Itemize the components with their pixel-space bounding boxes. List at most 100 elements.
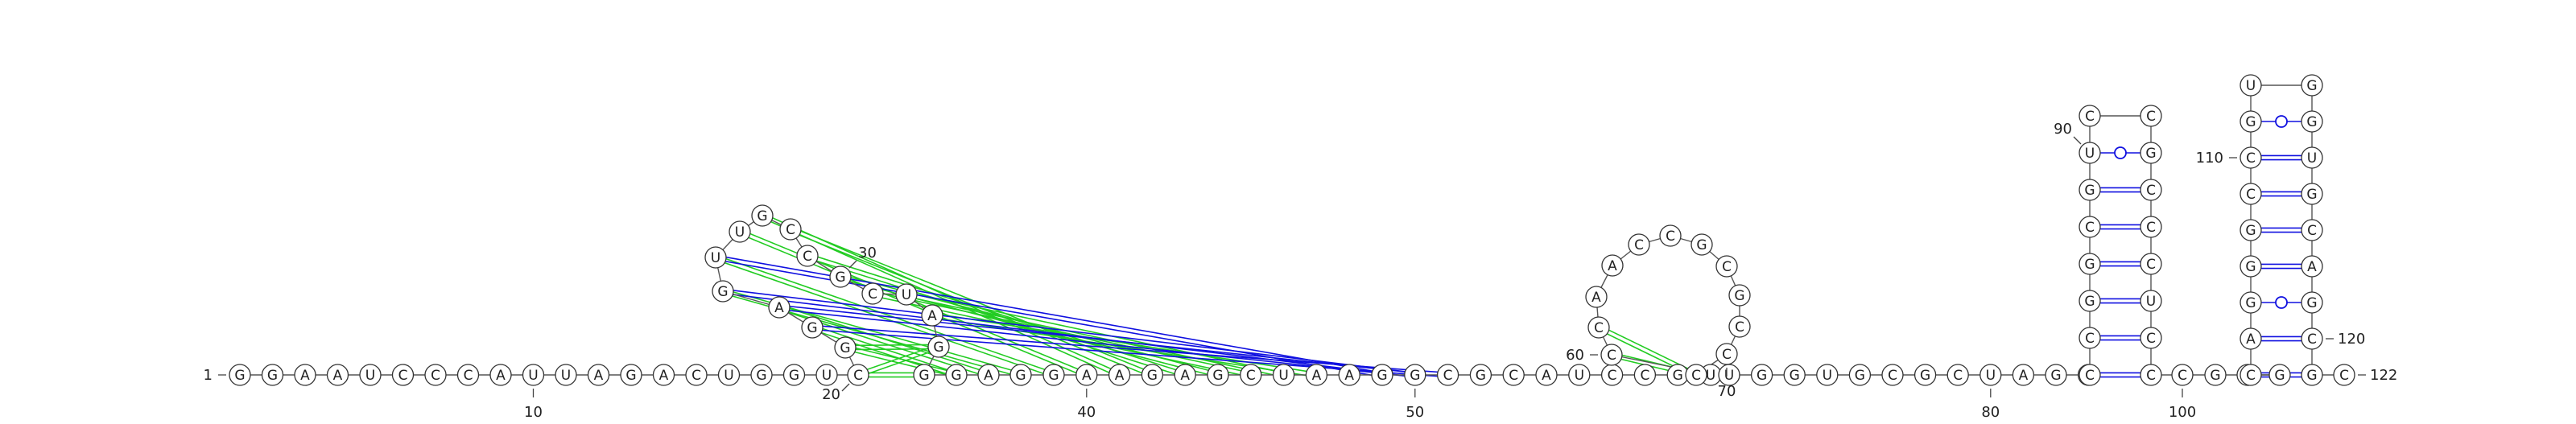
nucleotide-86: G — [2079, 290, 2101, 312]
nucleotide-letter: G — [2050, 368, 2061, 384]
nucleotide-circle — [652, 364, 675, 386]
nucleotide-51: C — [1436, 364, 1459, 386]
position-number-122: 122 — [2370, 367, 2397, 384]
nucleotide-115: U — [2301, 146, 2323, 169]
nucleotide-letter: G — [2245, 114, 2256, 130]
nucleotide-letter: G — [2306, 187, 2317, 203]
nucleotide-117: C — [2301, 219, 2323, 241]
nucleotide-letter: C — [1640, 368, 1649, 384]
nucleotide-circle — [729, 220, 751, 243]
nucleotide-circle — [1715, 255, 1738, 278]
nucleotide-67: C — [1715, 255, 1738, 278]
nucleotide-letter: G — [840, 340, 850, 356]
nucleotide-letter: C — [1509, 368, 1518, 384]
nucleotide-letter: A — [2246, 331, 2256, 348]
position-number-70: 70 — [1718, 383, 1736, 400]
nucleotide-letter: G — [757, 208, 767, 224]
nucleotide-circle — [522, 364, 545, 386]
nucleotide-circle — [2240, 364, 2262, 386]
nucleotide-circle — [1979, 364, 2002, 386]
nucleotide-circle — [2240, 291, 2262, 314]
nucleotide-letter: C — [1594, 320, 1604, 336]
nucleotide-circle — [2140, 364, 2162, 386]
nucleotide-letter: A — [1591, 290, 1601, 306]
nucleotide-circle — [2240, 327, 2262, 350]
nucleotide-76: G — [1848, 364, 1872, 386]
position-number-30: 30 — [858, 245, 877, 261]
nucleotide-circle — [717, 364, 741, 386]
nucleotide-circle — [895, 283, 918, 306]
nucleotide-91: C — [2079, 105, 2101, 127]
nucleotide-letter: G — [625, 368, 636, 384]
nucleotide-circle — [261, 364, 284, 386]
nucleotide-105: A — [2240, 327, 2262, 350]
nucleotide-47: A — [1305, 364, 1328, 386]
nucleotide-letter: G — [1696, 237, 1707, 253]
nucleotide-73: G — [1750, 364, 1773, 386]
nucleotide-48: A — [1338, 364, 1360, 386]
nucleotide-letter: A — [496, 368, 506, 384]
nucleotide-letter: A — [1180, 368, 1190, 384]
nucleotide-17: G — [750, 364, 773, 386]
nucleotide-letter: C — [1735, 319, 1744, 335]
number-tick — [2073, 136, 2082, 145]
nucleotide-25: U — [704, 246, 727, 269]
nucleotide-92: C — [2140, 105, 2162, 127]
nucleotide-116: G — [2301, 183, 2323, 205]
nucleotide-letter: G — [2210, 368, 2220, 384]
pseudoknot-pair-line — [845, 348, 939, 351]
nucleotide-letter: A — [1344, 368, 1354, 384]
nucleotide-letter: G — [717, 284, 728, 300]
nucleotide-letter: U — [2246, 78, 2256, 94]
nucleotide-13: G — [620, 364, 642, 386]
position-number-80: 80 — [1981, 404, 2000, 420]
nucleotide-letter: C — [1953, 368, 1963, 384]
nucleotide-letter: G — [951, 368, 961, 384]
nucleotide-84: C — [2079, 364, 2101, 386]
nucleotide-87: G — [2079, 253, 2101, 275]
nucleotide-letter: G — [2245, 259, 2256, 275]
nucleotide-33: A — [921, 304, 943, 327]
nucleotide-circle — [704, 246, 727, 269]
pseudoknot-pair-line — [873, 290, 1252, 374]
nucleotide-56: C — [1600, 364, 1624, 386]
nucleotide-35: G — [913, 364, 935, 386]
nucleotide-circle — [801, 316, 824, 339]
pseudoknot-pair-line — [738, 233, 1087, 378]
nucleotide-letter: C — [2246, 187, 2256, 203]
nucleotide-circle — [815, 364, 838, 386]
nucleotide-104: C — [2240, 364, 2262, 386]
nucleotide-63: A — [1601, 254, 1624, 277]
nucleotide-14: A — [652, 364, 675, 386]
nucleotide-24: G — [712, 280, 734, 303]
nucleotide-letter: G — [835, 270, 845, 286]
nucleotide-letter: C — [2085, 220, 2095, 236]
nucleotide-letter: U — [1986, 368, 1996, 384]
nucleotide-38: G — [1009, 364, 1032, 386]
nucleotide-26: U — [729, 220, 751, 243]
nucleotide-96: C — [2140, 253, 2162, 275]
nucleotide-41: A — [1108, 364, 1131, 386]
wobble-pair-marker — [2114, 146, 2127, 159]
nucleotide-letter: C — [803, 249, 812, 265]
nucleotide-46: U — [1272, 364, 1295, 386]
nucleotide-letter: C — [786, 222, 795, 238]
nucleotide-31: C — [861, 282, 884, 305]
position-number-50: 50 — [1406, 404, 1424, 420]
position-number-120: 120 — [2338, 331, 2365, 348]
nucleotide-letter: C — [2085, 331, 2095, 347]
nucleotide-101: G — [2204, 364, 2227, 386]
nucleotide-61: C — [1587, 316, 1610, 339]
nucleotide-letter: C — [853, 368, 863, 384]
nucleotide-letter: A — [1082, 368, 1092, 384]
nucleotide-circle — [2240, 183, 2262, 205]
nucleotide-circle — [2079, 179, 2101, 201]
nucleotide-letter: C — [1634, 237, 1644, 253]
nucleotide-28: C — [779, 218, 802, 241]
nucleotide-58: G — [1666, 364, 1689, 386]
position-number-10: 10 — [524, 404, 543, 420]
nucleotide-letter: U — [1724, 368, 1734, 384]
pseudoknot-pair-line — [844, 348, 956, 378]
nucleotide-letter: A — [594, 368, 604, 384]
